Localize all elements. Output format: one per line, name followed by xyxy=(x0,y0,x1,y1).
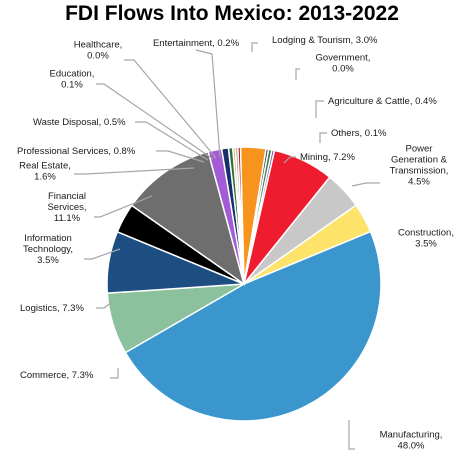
data-label-education: Education, 0.1% xyxy=(50,69,95,91)
leader-line-financial-services xyxy=(94,195,153,218)
slices-layer xyxy=(106,146,382,422)
data-label-lodging-tourism: Lodging & Tourism, 3.0% xyxy=(272,35,378,46)
data-label-others: Others, 0.1% xyxy=(331,128,387,139)
leader-line-real-estate xyxy=(74,167,195,175)
data-label-healthcare: Healthcare, 0.0% xyxy=(74,40,123,62)
leader-line-agriculture-cattle xyxy=(315,100,324,118)
data-label-logistics: Logistics, 7.3% xyxy=(20,303,84,314)
leader-line-information-technology xyxy=(84,248,121,260)
data-label-construction: Construction, 3.5% xyxy=(398,228,454,250)
leader-line-healthcare xyxy=(124,59,217,159)
leader-line-professional-services xyxy=(156,150,205,163)
data-label-entertainment: Entertainment, 0.2% xyxy=(153,38,240,49)
data-label-commerce: Commerce, 7.3% xyxy=(20,370,94,381)
leader-line-waste-disposal xyxy=(135,121,209,161)
leader-line-entertainment xyxy=(195,49,221,158)
data-label-power-generation-transmission: Power Generation & Transmission, 4.5% xyxy=(390,144,449,188)
data-label-manufacturing: Manufacturing, 48.0% xyxy=(380,430,443,452)
leader-line-power-generation-transmission xyxy=(351,182,380,187)
leader-line-logistics xyxy=(96,301,113,309)
leader-line-others xyxy=(319,132,327,143)
data-labels-layer: Lodging & Tourism, 3.0% Government, 0.0% Ag… xyxy=(17,35,454,452)
leader-line-mining xyxy=(283,156,296,164)
data-label-financial-services: Financial Services, 11.1% xyxy=(47,191,86,224)
data-label-information-technology: Information Technology, 3.5% xyxy=(23,233,73,266)
leader-line-lodging-tourism xyxy=(251,42,258,52)
leader-line-education xyxy=(96,83,214,160)
data-label-real-estate: Real Estate, 1.6% xyxy=(19,161,71,183)
pie-slice-manufacturing xyxy=(124,230,382,422)
data-label-government: Government, 0.0% xyxy=(316,53,371,75)
data-label-mining: Mining, 7.2% xyxy=(300,152,355,163)
data-label-waste-disposal: Waste Disposal, 0.5% xyxy=(33,117,126,128)
leader-line-manufacturing xyxy=(348,420,355,450)
chart-title: FDI Flows Into Mexico: 2013-2022 xyxy=(65,2,399,25)
leader-line-commerce xyxy=(110,368,119,379)
leader-lines-layer xyxy=(74,42,380,450)
data-label-agriculture-cattle: Agriculture & Cattle, 0.4% xyxy=(328,96,437,107)
pie-slice-entertainment xyxy=(237,146,245,285)
data-label-professional-services: Professional Services, 0.8% xyxy=(17,146,136,157)
leader-line-government xyxy=(295,68,300,80)
